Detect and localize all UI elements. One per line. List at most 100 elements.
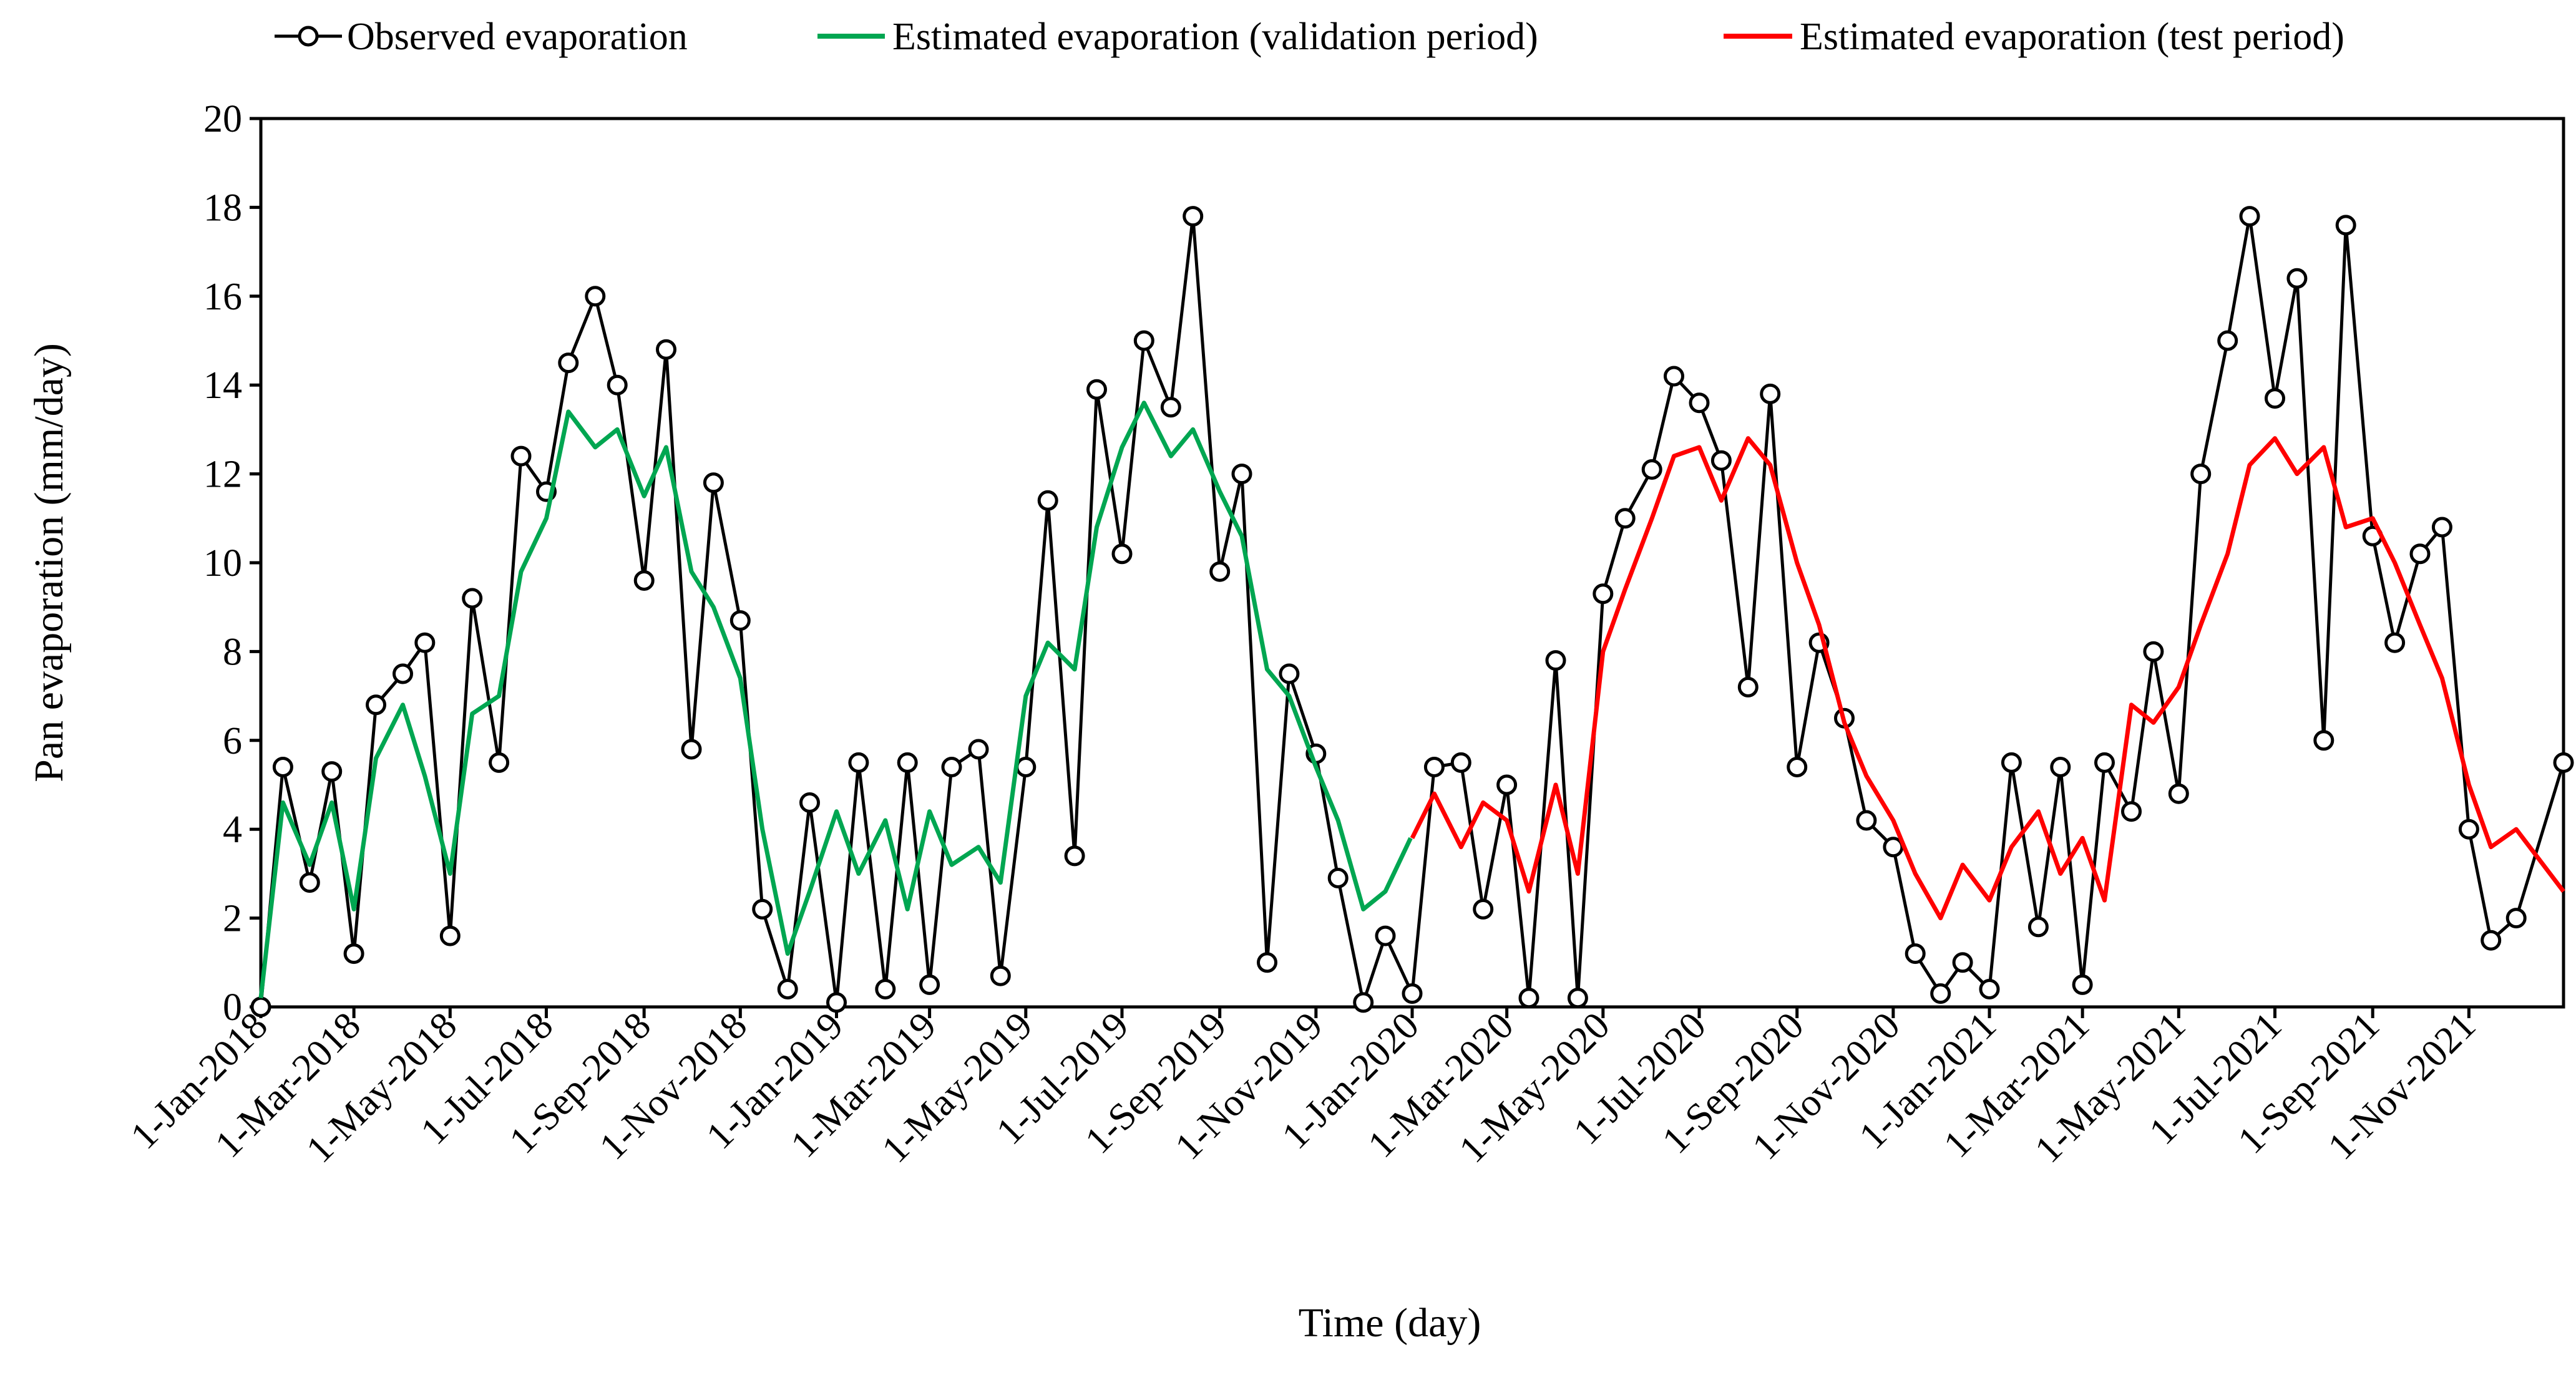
legend-label-observed: Observed evaporation: [347, 16, 688, 58]
data-point: [343, 943, 364, 964]
series-validation: [258, 401, 1413, 999]
data-point: [462, 588, 483, 609]
data-point: [777, 979, 798, 999]
legend-label-validation: Estimated evaporation (validation period…: [892, 16, 1538, 58]
legend-label-test: Estimated evaporation (test period): [1800, 16, 2344, 58]
data-point: [439, 925, 461, 946]
y-tick-label: 12: [203, 454, 242, 496]
data-point: [2168, 783, 2189, 804]
y-tick-label: 4: [223, 809, 242, 851]
data-point: [2505, 908, 2527, 929]
data-point: [366, 694, 386, 716]
data-point: [2143, 641, 2164, 662]
data-point: [1905, 943, 1926, 964]
data-point: [681, 739, 702, 760]
data-point: [799, 792, 820, 813]
data-point: [1567, 988, 1588, 1009]
data-point: [752, 898, 773, 920]
y-tick-label: 2: [223, 898, 242, 940]
data-point: [1279, 663, 1300, 684]
data-point: [633, 570, 655, 591]
data-point: [656, 339, 676, 360]
data-point: [968, 739, 989, 760]
legend-entry-observed: Observed evaporation: [275, 16, 688, 58]
data-point: [1450, 752, 1471, 773]
data-point: [2239, 206, 2260, 227]
data-point: [510, 445, 532, 467]
data-point: [1593, 583, 1614, 605]
data-point: [897, 752, 918, 773]
data-point: [2313, 730, 2334, 751]
x-axis: 1-Jan-20181-Mar-20181-May-20181-Jul-2018…: [123, 1004, 2484, 1171]
data-point: [558, 352, 579, 374]
data-point: [1423, 757, 1445, 777]
data-point: [1737, 676, 1759, 697]
data-point: [2458, 819, 2479, 840]
y-tick-label: 10: [203, 542, 242, 585]
y-tick-label: 18: [203, 187, 242, 229]
data-point: [2072, 974, 2093, 995]
data-point: [826, 992, 847, 1013]
data-point: [875, 979, 896, 999]
data-point: [919, 974, 940, 995]
data-point: [2050, 757, 2071, 777]
data-point: [1353, 992, 1374, 1013]
data-point: [848, 752, 869, 773]
data-point: [1760, 383, 1781, 404]
data-point: [1689, 392, 1710, 414]
data-point: [1111, 543, 1133, 565]
data-point: [299, 872, 320, 893]
data-point: [2265, 388, 2285, 409]
data-point: [1930, 983, 1951, 1004]
data-point: [1545, 650, 1566, 671]
data-point: [272, 757, 293, 777]
plot-area-frame: [259, 117, 2565, 1009]
y-tick-label: 20: [203, 98, 242, 140]
data-point: [1257, 952, 1277, 973]
data-point: [1209, 561, 1231, 582]
data-point: [2094, 752, 2115, 773]
data-point: [1952, 952, 1973, 973]
data-point: [1037, 490, 1058, 511]
series-test: [1410, 436, 2565, 921]
data-point: [1856, 810, 1877, 831]
data-point: [1473, 898, 1494, 920]
legend-swatch-observed-marker: [298, 26, 319, 47]
data-point: [2335, 215, 2356, 236]
data-point: [2027, 916, 2049, 938]
data-point: [990, 965, 1011, 986]
data-point: [2384, 632, 2406, 653]
data-point: [2001, 752, 2022, 773]
series-observed: [250, 206, 2574, 1018]
data-point: [1496, 774, 1518, 795]
data-point: [414, 632, 436, 653]
y-tick-label: 16: [203, 276, 242, 318]
series-line: [1410, 436, 2565, 921]
data-point: [2217, 330, 2238, 351]
data-point: [1710, 450, 1732, 471]
data-point: [2121, 801, 2142, 822]
data-point: [2481, 930, 2502, 951]
data-point: [2409, 543, 2431, 565]
y-tick-label: 14: [203, 364, 242, 407]
legend-entry-test: Estimated evaporation (test period): [1724, 16, 2344, 58]
data-point: [1015, 757, 1037, 777]
legend: Observed evaporation Estimated evaporati…: [275, 16, 2344, 58]
data-point: [585, 286, 606, 307]
series-line: [258, 401, 1413, 999]
data-point: [1133, 330, 1154, 351]
data-point: [703, 472, 724, 493]
data-point: [1064, 845, 1085, 867]
y-axis-title: Pan evaporation (mm/day): [26, 343, 72, 782]
data-point: [1402, 983, 1423, 1004]
data-point: [607, 374, 628, 396]
y-tick-label: 8: [223, 631, 242, 673]
data-point: [1160, 397, 1181, 418]
y-tick-label: 6: [223, 720, 242, 762]
data-point: [1231, 464, 1252, 485]
data-point: [1086, 379, 1107, 400]
data-point: [1614, 508, 1636, 529]
data-point: [1518, 988, 1539, 1009]
data-point: [1883, 837, 1904, 858]
